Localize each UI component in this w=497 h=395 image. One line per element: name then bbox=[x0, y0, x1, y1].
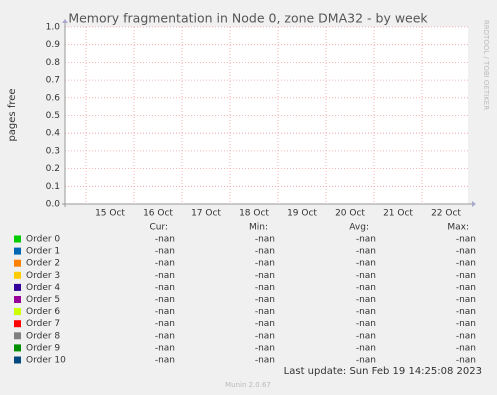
stat-value: -nan bbox=[456, 356, 476, 366]
stat-value: -nan bbox=[155, 343, 175, 353]
stat-value: -nan bbox=[456, 307, 476, 317]
y-axis-label: pages free bbox=[7, 88, 18, 141]
stat-value: -nan bbox=[356, 283, 376, 293]
stat-value: -nan bbox=[255, 319, 275, 329]
legend-label: Order 3 bbox=[26, 271, 60, 281]
legend-swatch bbox=[14, 296, 21, 303]
stat-value: -nan bbox=[255, 283, 275, 293]
stat-value: -nan bbox=[255, 356, 275, 366]
stat-value: -nan bbox=[356, 271, 376, 281]
x-tick-label: 20 Oct bbox=[335, 209, 365, 219]
x-tick-label: 16 Oct bbox=[143, 209, 173, 219]
y-tick-label: 0.9 bbox=[46, 40, 61, 50]
stat-value: -nan bbox=[356, 331, 376, 341]
x-tick-label: 17 Oct bbox=[191, 209, 221, 219]
legend-label: Order 7 bbox=[26, 319, 60, 329]
stat-value: -nan bbox=[255, 295, 275, 305]
y-tick-label: 0.2 bbox=[46, 164, 60, 174]
side-text: RRDTOOL / TOBI OETIKER bbox=[482, 20, 490, 110]
stat-value: -nan bbox=[255, 271, 275, 281]
y-tick-label: 0.3 bbox=[46, 146, 60, 156]
legend-label: Order 10 bbox=[26, 356, 66, 366]
stat-value: -nan bbox=[155, 319, 175, 329]
legend-swatch bbox=[14, 320, 21, 328]
legend-swatch bbox=[14, 283, 21, 291]
x-tick-label: 18 Oct bbox=[239, 209, 269, 219]
legend-label: Order 8 bbox=[26, 331, 60, 341]
stat-value: -nan bbox=[155, 259, 175, 269]
stat-value: -nan bbox=[356, 356, 376, 366]
y-tick-label: 0.1 bbox=[46, 182, 60, 192]
legend-swatch bbox=[14, 332, 21, 340]
stat-value: -nan bbox=[356, 295, 376, 305]
stat-value: -nan bbox=[456, 247, 476, 257]
x-axis-arrow bbox=[472, 201, 476, 207]
footer: Munin 2.0.67 bbox=[225, 381, 271, 389]
stat-header: Min: bbox=[249, 223, 268, 233]
legend-swatch bbox=[14, 344, 21, 352]
legend-label: Order 1 bbox=[26, 247, 60, 257]
stat-value: -nan bbox=[456, 331, 476, 341]
stat-value: -nan bbox=[456, 235, 476, 245]
x-tick-label: 19 Oct bbox=[287, 209, 317, 219]
stat-value: -nan bbox=[155, 271, 175, 281]
legend-label: Order 2 bbox=[26, 259, 60, 269]
stat-value: -nan bbox=[456, 283, 476, 293]
y-tick-label: 0.8 bbox=[46, 58, 61, 68]
y-tick-label: 1.0 bbox=[46, 23, 61, 33]
stat-value: -nan bbox=[155, 235, 175, 245]
stat-value: -nan bbox=[356, 307, 376, 317]
stat-value: -nan bbox=[356, 235, 376, 245]
legend-swatch bbox=[14, 271, 21, 279]
y-tick-label: 0.0 bbox=[46, 200, 61, 210]
legend-swatch bbox=[14, 308, 21, 316]
stat-value: -nan bbox=[456, 271, 476, 281]
stat-value: -nan bbox=[255, 343, 275, 353]
stat-value: -nan bbox=[155, 283, 175, 293]
stat-header: Cur: bbox=[149, 223, 168, 233]
x-tick-label: 15 Oct bbox=[95, 209, 125, 219]
legend-label: Order 9 bbox=[26, 343, 60, 353]
stat-value: -nan bbox=[255, 331, 275, 341]
stat-value: -nan bbox=[155, 307, 175, 317]
chart-title: Memory fragmentation in Node 0, zone DMA… bbox=[68, 11, 428, 26]
x-tick-label: 22 Oct bbox=[431, 209, 461, 219]
legend-swatch bbox=[14, 247, 21, 255]
x-tick-label: 21 Oct bbox=[383, 209, 413, 219]
legend-swatch bbox=[14, 259, 21, 267]
legend-swatch bbox=[14, 356, 21, 364]
y-tick-label: 0.7 bbox=[46, 76, 60, 86]
y-tick-label: 0.5 bbox=[46, 111, 60, 121]
stat-value: -nan bbox=[356, 259, 376, 269]
stat-value: -nan bbox=[356, 319, 376, 329]
stat-value: -nan bbox=[155, 356, 175, 366]
legend-label: Order 6 bbox=[26, 307, 60, 317]
stat-value: -nan bbox=[456, 295, 476, 305]
stat-value: -nan bbox=[155, 295, 175, 305]
legend-label: Order 5 bbox=[26, 295, 60, 305]
stat-value: -nan bbox=[255, 235, 275, 245]
stat-value: -nan bbox=[255, 259, 275, 269]
y-axis-arrow bbox=[62, 19, 68, 23]
stat-value: -nan bbox=[456, 259, 476, 269]
y-tick-label: 0.4 bbox=[46, 129, 61, 139]
stat-value: -nan bbox=[456, 319, 476, 329]
legend-label: Order 4 bbox=[26, 283, 60, 293]
stat-value: -nan bbox=[155, 331, 175, 341]
stat-value: -nan bbox=[255, 247, 275, 257]
stat-value: -nan bbox=[456, 343, 476, 353]
y-tick-label: 0.6 bbox=[46, 93, 61, 103]
legend-label: Order 0 bbox=[26, 235, 60, 245]
stat-value: -nan bbox=[255, 307, 275, 317]
stat-header: Avg: bbox=[349, 223, 369, 233]
legend-swatch bbox=[14, 235, 21, 243]
last-update: Last update: Sun Feb 19 14:25:08 2023 bbox=[284, 366, 482, 377]
stat-value: -nan bbox=[356, 247, 376, 257]
stat-value: -nan bbox=[356, 343, 376, 353]
stat-header: Max: bbox=[447, 223, 469, 233]
stat-value: -nan bbox=[155, 247, 175, 257]
